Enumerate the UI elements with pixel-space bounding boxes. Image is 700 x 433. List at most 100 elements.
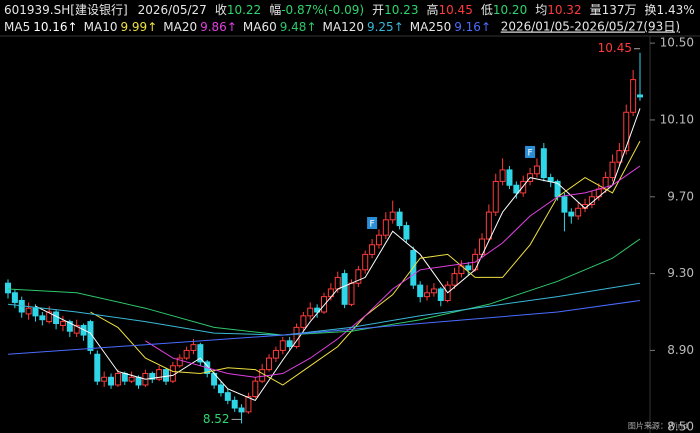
candle-body — [190, 344, 197, 351]
legend-name: MA250 — [410, 20, 451, 34]
legend-value: 10.16↑ — [33, 20, 77, 34]
candle-body — [217, 384, 224, 394]
candle-body — [533, 165, 540, 175]
stock-code: 601939.SH[建设银行] — [4, 3, 128, 17]
y-tick-label: 8.90 — [667, 343, 694, 357]
legend-name: MA5 — [4, 20, 30, 34]
candle-body — [369, 244, 376, 255]
candle-body — [355, 269, 362, 284]
info-label: 幅 — [269, 2, 281, 17]
candle-body — [568, 211, 575, 217]
info-value: -0.87%(-0.09) — [281, 3, 364, 17]
candle-body — [485, 211, 492, 240]
event-marker — [367, 217, 378, 230]
legend-name: MA10 — [84, 20, 118, 34]
legend: MA5 10.16↑ MA10 9.99↑ MA20 9.86↑ MA60 9.48↑ MA12… — [4, 20, 491, 34]
event-marker-label: F — [527, 148, 532, 158]
candle-body — [121, 372, 128, 382]
candle-body — [11, 292, 18, 303]
candle-body — [492, 180, 499, 213]
legend-name: MA60 — [243, 20, 277, 34]
candle-body — [341, 273, 348, 305]
y-tick-label: 9.30 — [667, 266, 694, 280]
candle-body — [424, 292, 431, 298]
info-value: 10.22 — [227, 3, 261, 17]
candle-body — [362, 253, 369, 271]
legend-value: 9.48↑ — [280, 20, 317, 34]
candle-body — [46, 311, 53, 323]
candle-body — [39, 315, 46, 321]
candle-body — [245, 396, 252, 413]
y-tick-label: 10.50 — [660, 36, 694, 50]
candle-body — [637, 94, 643, 98]
high-label: 10.45 — [598, 41, 632, 55]
ma-line — [7, 282, 641, 336]
candle-body — [149, 372, 156, 380]
ma-line — [7, 300, 641, 355]
candle-body — [5, 282, 11, 294]
candle-body — [513, 184, 520, 194]
ma-line — [35, 108, 641, 402]
candle-body — [561, 196, 568, 213]
event-marker — [525, 145, 536, 158]
candle-body — [114, 372, 121, 386]
candle-body — [300, 315, 307, 328]
candle-body — [163, 369, 169, 382]
candle-body — [396, 211, 403, 227]
candle-body — [135, 376, 142, 386]
candle-body — [197, 344, 204, 363]
info-label: 均 — [535, 3, 547, 17]
legend-name: MA120 — [323, 20, 364, 34]
candle-body — [94, 353, 101, 382]
date: 2026/05/27 — [138, 3, 207, 17]
candle-body — [403, 225, 410, 240]
info-label: 低 — [481, 3, 493, 17]
candle-body — [375, 234, 382, 246]
candle-body — [286, 340, 293, 348]
info-value: 10.20 — [493, 3, 527, 17]
legend-name: MA20 — [163, 20, 197, 34]
candle-body — [547, 177, 554, 182]
date-range: 2026/01/05-2026/05/27(93日) — [501, 20, 680, 34]
candle-body — [169, 365, 176, 382]
info-value: 137万 — [602, 3, 637, 17]
candle-body — [451, 273, 458, 286]
info-value: 1.43% — [657, 3, 695, 17]
ma-line — [145, 165, 641, 378]
candle-body — [609, 161, 616, 179]
candle-body — [176, 357, 183, 367]
info-value: 10.23 — [384, 3, 418, 17]
candle-body — [506, 169, 513, 186]
y-tick-label: 10.10 — [660, 112, 694, 126]
candle-body — [389, 211, 396, 221]
legend-value: 9.99↑ — [120, 20, 157, 34]
candle-body — [231, 399, 238, 409]
candle-body — [224, 392, 231, 401]
candle-body — [128, 376, 135, 382]
candle-body — [279, 340, 286, 351]
candle-body — [101, 376, 108, 382]
candle-body — [540, 148, 547, 179]
candle-body — [417, 284, 424, 298]
candle-body — [272, 349, 279, 359]
legend-value: 9.25↑ — [367, 20, 404, 34]
candle-body — [348, 282, 355, 305]
info-label: 量 — [590, 3, 602, 17]
header-info: 601939.SH[建设银行] 2026/05/27 收10.22 幅-0.87%(-… — [4, 2, 695, 17]
candle-body — [321, 296, 327, 313]
candle-body — [266, 357, 273, 371]
candle-body — [259, 369, 266, 382]
candle-body — [183, 349, 190, 359]
candle-body — [430, 288, 437, 294]
info-label: 换 — [645, 3, 657, 17]
candle-body — [108, 376, 115, 386]
candle-body — [520, 180, 527, 194]
info-label: 收 — [215, 3, 227, 17]
candle-body — [465, 265, 472, 271]
info-label: 开 — [372, 3, 384, 17]
low-label: 8.52 — [203, 412, 230, 426]
candle-body — [73, 324, 80, 334]
info-value: 10.32 — [547, 3, 581, 17]
info-label: 高 — [426, 2, 438, 17]
candle-body — [623, 111, 630, 152]
